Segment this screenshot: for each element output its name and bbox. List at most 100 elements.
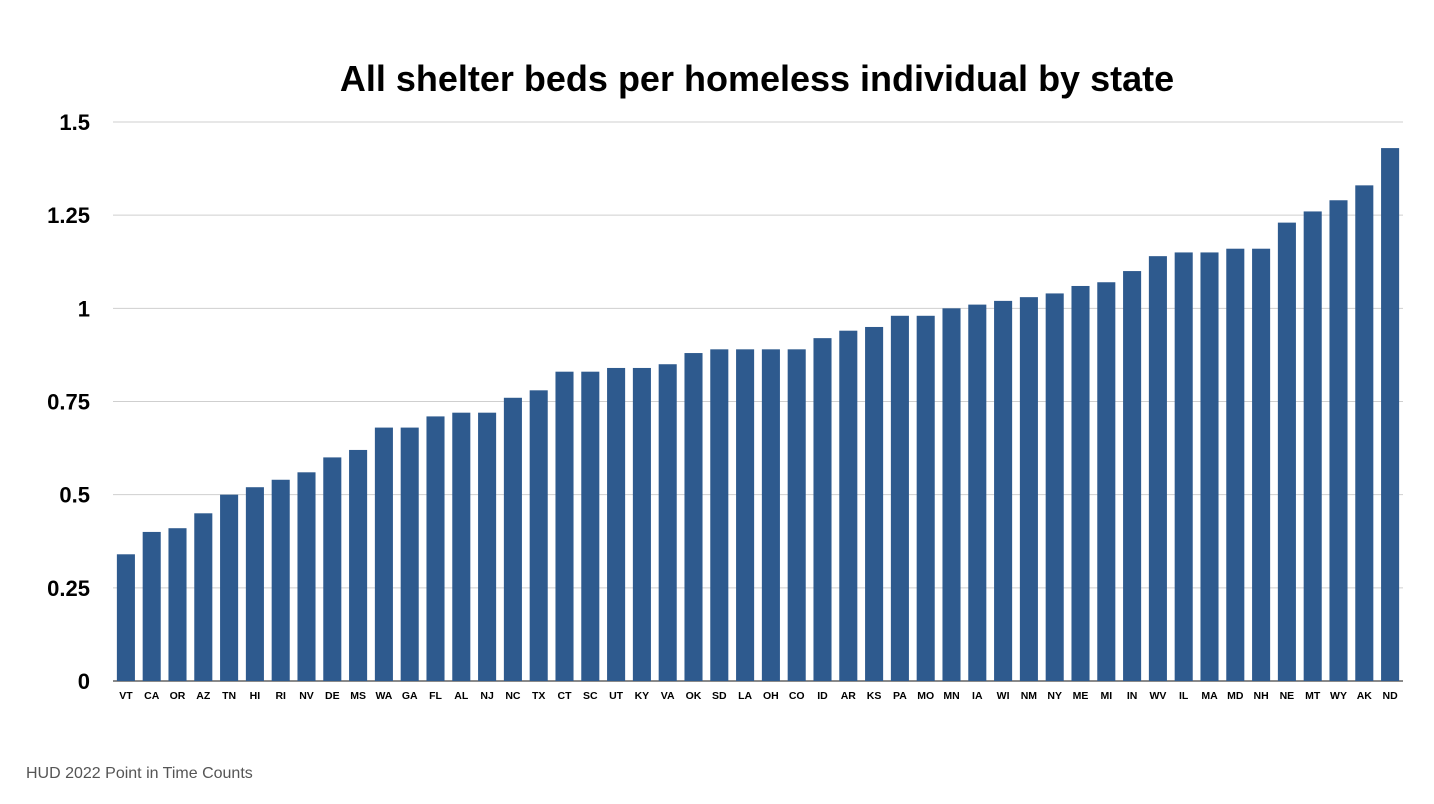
bar-id (813, 338, 832, 681)
x-tick-label: RI (275, 690, 286, 702)
bar-hi (245, 487, 264, 681)
bar-wv (1148, 256, 1167, 681)
y-tick-label: 1 (78, 296, 90, 321)
x-tick-label: MN (943, 690, 959, 702)
y-tick-label: 0.25 (47, 576, 90, 601)
x-tick-label: LA (738, 690, 752, 702)
x-axis-ticks: VT CA OR AZ TN HI RI NV DE MS WA GA FL AL NJ NC TX CT SC UT… (119, 690, 1398, 702)
bar-nj (478, 412, 497, 681)
x-tick-label: VT (119, 690, 133, 702)
x-tick-label: OR (170, 690, 186, 702)
x-tick-label: MS (350, 690, 366, 702)
x-tick-label: MT (1305, 690, 1321, 702)
bar-ak (1355, 185, 1374, 681)
x-tick-label: OH (763, 690, 779, 702)
bar-wi (994, 300, 1013, 681)
x-tick-label: IA (972, 690, 983, 702)
x-tick-label: FL (429, 690, 442, 702)
bar-tx (529, 390, 548, 681)
y-tick-label: 1.5 (59, 110, 90, 135)
bar-ne (1277, 222, 1296, 681)
x-tick-label: MI (1100, 690, 1112, 702)
x-tick-label: WY (1330, 690, 1347, 702)
x-tick-label: MO (917, 690, 934, 702)
bar-tn (220, 494, 239, 681)
x-tick-label: CO (789, 690, 805, 702)
bar-pa (890, 315, 909, 681)
bar-la (736, 349, 755, 681)
x-tick-label: IN (1127, 690, 1138, 702)
bars (116, 148, 1400, 681)
x-tick-label: NJ (480, 690, 494, 702)
chart-title: All shelter beds per homeless individual… (340, 58, 1174, 99)
bar-nd (1381, 148, 1400, 681)
x-tick-label: MD (1227, 690, 1244, 702)
bar-nv (297, 472, 316, 681)
bar-fl (426, 416, 445, 681)
x-tick-label: WI (997, 690, 1010, 702)
bar-ks (865, 326, 884, 681)
bar-ia (968, 304, 987, 681)
bar-wy (1329, 200, 1348, 681)
x-tick-label: KY (635, 690, 650, 702)
bar-ma (1200, 252, 1219, 681)
bar-nc (503, 397, 522, 681)
x-tick-label: AR (841, 690, 857, 702)
x-tick-label: CT (558, 690, 573, 702)
x-tick-label: SD (712, 690, 727, 702)
x-tick-label: AK (1357, 690, 1373, 702)
x-tick-label: NH (1254, 690, 1269, 702)
y-axis-ticks: 0 0.25 0.5 0.75 1 1.25 1.5 (47, 110, 90, 694)
bar-ga (400, 427, 419, 681)
x-tick-label: HI (250, 690, 261, 702)
x-tick-label: TX (532, 690, 545, 702)
x-tick-label: PA (893, 690, 907, 702)
x-tick-label: AL (454, 690, 469, 702)
bar-wa (374, 427, 393, 681)
bar-oh (761, 349, 780, 681)
bar-me (1071, 285, 1090, 681)
x-tick-label: WA (375, 690, 392, 702)
x-tick-label: NM (1021, 690, 1038, 702)
x-tick-label: UT (609, 690, 624, 702)
x-tick-label: MA (1201, 690, 1218, 702)
x-tick-label: DE (325, 690, 340, 702)
bar-sd (710, 349, 729, 681)
bar-sc (581, 371, 600, 681)
x-tick-label: IL (1179, 690, 1189, 702)
y-tick-label: 0 (78, 669, 90, 694)
bar-ct (555, 371, 574, 681)
bar-ms (349, 449, 368, 681)
bar-il (1174, 252, 1193, 681)
x-tick-label: KS (867, 690, 882, 702)
x-tick-label: TN (222, 690, 236, 702)
x-tick-label: WV (1149, 690, 1166, 702)
bar-va (658, 364, 677, 681)
bar-in (1123, 271, 1142, 681)
x-tick-label: NE (1280, 690, 1295, 702)
bar-mt (1303, 211, 1322, 681)
x-tick-label: NY (1047, 690, 1062, 702)
x-tick-label: CA (144, 690, 160, 702)
x-tick-label: VA (661, 690, 675, 702)
x-tick-label: ID (817, 690, 828, 702)
bar-ut (607, 367, 626, 681)
bar-ky (632, 367, 651, 681)
source-note: HUD 2022 Point in Time Counts (26, 765, 253, 782)
bar-vt (116, 554, 135, 681)
x-tick-label: OK (686, 690, 702, 702)
x-tick-label: NC (505, 690, 521, 702)
bar-az (194, 513, 213, 681)
bar-mn (942, 308, 961, 681)
bar-ri (271, 479, 290, 681)
x-tick-label: SC (583, 690, 598, 702)
bar-co (787, 349, 806, 681)
y-tick-label: 0.75 (47, 390, 90, 415)
bar-al (452, 412, 471, 681)
x-tick-label: NV (299, 690, 314, 702)
bar-nm (1019, 297, 1038, 681)
bar-mo (916, 315, 935, 681)
bar-ok (684, 353, 703, 681)
bar-mi (1097, 282, 1116, 681)
